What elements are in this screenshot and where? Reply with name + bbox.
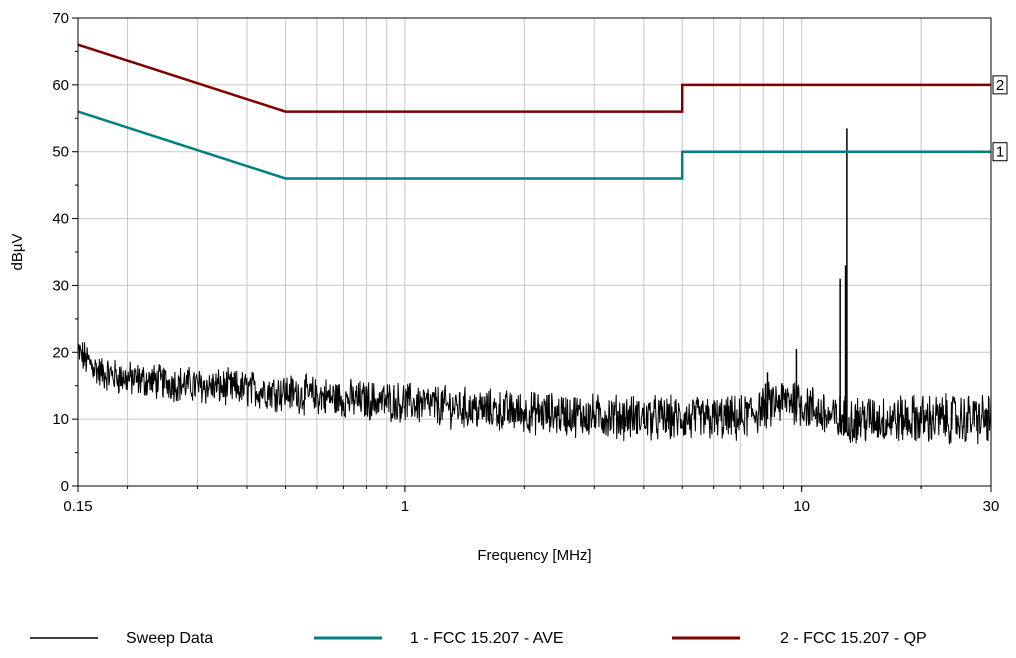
x-tick-label: 10 — [793, 498, 810, 515]
limit-marker-label: 1 — [996, 144, 1004, 161]
x-tick-label: 1 — [401, 498, 409, 515]
x-axis-title: Frequency [MHz] — [477, 547, 591, 564]
limit-marker-box — [992, 142, 1008, 162]
x-tick-label: 0.15 — [63, 498, 92, 515]
y-tick-label: 20 — [52, 344, 69, 361]
legend-item-sweep: Sweep Data — [30, 630, 213, 647]
y-tick-label: 10 — [52, 411, 69, 428]
y-tick-label: 70 — [52, 10, 69, 27]
legend: Sweep Data 1 - FCC 15.207 - AVE 2 - FCC … — [30, 630, 927, 647]
series-line-limit-1 — [77, 110, 991, 180]
y-tick-label: 60 — [52, 77, 69, 94]
x-tick-label: 30 — [983, 498, 1000, 515]
limit-marker-box — [992, 75, 1008, 95]
legend-label-ave: 1 - FCC 15.207 - AVE — [410, 630, 564, 647]
y-tick-label: 0 — [61, 478, 69, 495]
y-axis-title: dBµV — [9, 234, 26, 271]
legend-item-qp: 2 - FCC 15.207 - QP — [672, 630, 927, 647]
y-tick-label: 50 — [52, 144, 69, 161]
series-line-sweep — [77, 342, 992, 445]
y-tick-label: 30 — [52, 277, 69, 294]
ticks: 0 10 20 30 40 50 60 70 0.15 1 10 30 — [52, 10, 999, 515]
series-layer — [77, 43, 992, 445]
limit-markers: 12 — [992, 75, 1008, 162]
legend-item-ave: 1 - FCC 15.207 - AVE — [314, 630, 564, 647]
limit-marker-label: 2 — [996, 77, 1004, 94]
legend-label-qp: 2 - FCC 15.207 - QP — [780, 630, 927, 647]
y-tick-label: 40 — [52, 211, 69, 228]
legend-label-sweep: Sweep Data — [126, 630, 213, 647]
series-line-limit-2 — [77, 43, 991, 113]
